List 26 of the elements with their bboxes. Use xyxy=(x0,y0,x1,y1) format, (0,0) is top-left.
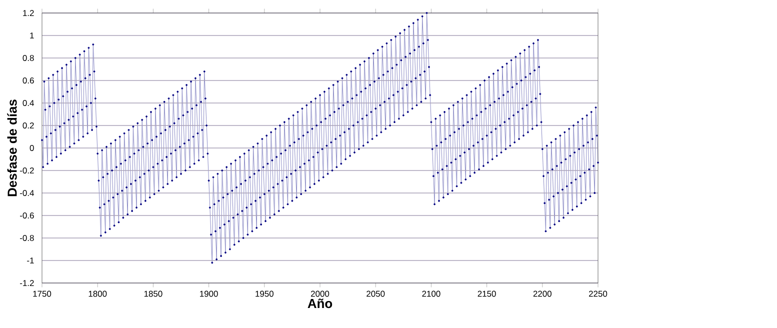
x-tick-label: 1800 xyxy=(88,290,107,297)
x-tick-label: 2150 xyxy=(478,290,496,297)
x-tick-label: 2250 xyxy=(589,290,608,297)
y-tick-label: -1.2 xyxy=(20,280,34,286)
x-tick-label: 2100 xyxy=(422,290,440,297)
y-tick-label: -1 xyxy=(27,258,34,264)
x-axis-title: Año xyxy=(308,298,332,308)
y-tick-label: 0.4 xyxy=(22,100,34,106)
x-tick-label: 2200 xyxy=(533,290,552,297)
y-tick-label: 0.8 xyxy=(22,55,34,61)
y-tick-label: -0.2 xyxy=(20,168,34,174)
x-tick-label: 1750 xyxy=(33,290,52,297)
x-tick-label: 2050 xyxy=(366,290,385,297)
x-tick-label: 2000 xyxy=(311,290,330,297)
y-tick-label: -0.4 xyxy=(20,190,34,196)
y-tick-label: -0.6 xyxy=(20,212,34,218)
y-tick-label: 0.2 xyxy=(22,122,34,128)
y-axis-title: Desfase de días xyxy=(7,100,17,196)
y-tick-label: 1.2 xyxy=(23,10,34,16)
x-tick-label: 1950 xyxy=(256,290,274,297)
x-tick-label: 1850 xyxy=(144,290,162,297)
y-tick-label: -0.8 xyxy=(20,235,34,241)
x-tick-label: 1900 xyxy=(200,290,218,297)
y-tick-label: 0.6 xyxy=(22,78,34,84)
y-tick-label: 1 xyxy=(30,32,34,38)
y-tick-label: 0 xyxy=(30,145,34,151)
